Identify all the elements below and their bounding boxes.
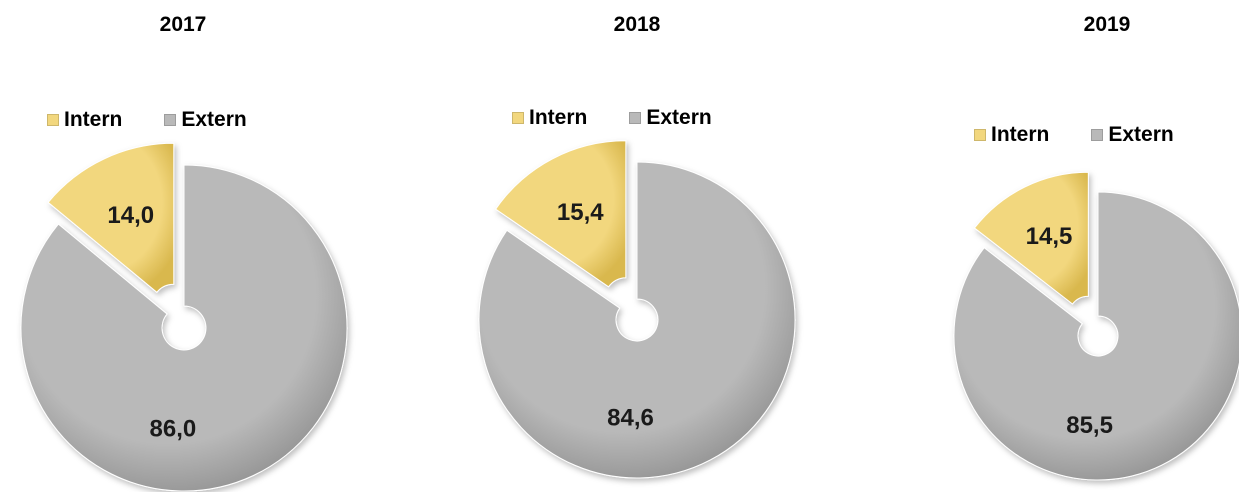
chart-panel-2019: 2019 Intern Extern 14,5 85,5	[826, 0, 1239, 492]
data-label-extern: 84,6	[607, 405, 654, 432]
legend-swatch-extern	[1091, 129, 1104, 141]
pie-slice-extern	[20, 164, 348, 492]
legend-swatch-intern	[47, 114, 59, 126]
legend-swatch-intern	[512, 112, 524, 124]
legend-item-intern: Intern	[974, 123, 1049, 147]
legend-item-extern: Extern	[629, 106, 712, 130]
chart-legend: Intern Extern	[512, 106, 712, 130]
legend-label-extern: Extern	[646, 106, 712, 129]
chart-panel-2017: 2017 Intern Extern 14,0 86,0	[0, 0, 413, 492]
data-label-intern: 14,5	[1026, 223, 1073, 250]
legend-label-intern: Intern	[64, 108, 123, 131]
legend-swatch-extern	[164, 114, 177, 126]
data-label-intern: 14,0	[107, 202, 154, 229]
pie-slice-intern	[495, 140, 627, 288]
pie-slice-extern	[478, 161, 796, 479]
legend-label-extern: Extern	[181, 108, 247, 131]
legend-swatch-intern	[974, 129, 986, 141]
pie-chart-2019: 14,5 85,5	[953, 171, 1239, 481]
pie-chart-2018: 15,4 84,6	[478, 140, 796, 479]
legend-item-extern: Extern	[164, 108, 247, 132]
chart-legend: Intern Extern	[974, 123, 1174, 147]
legend-label-intern: Intern	[529, 106, 588, 129]
legend-item-intern: Intern	[512, 106, 587, 130]
legend-label-extern: Extern	[1108, 123, 1174, 146]
chart-title: 2018	[613, 13, 661, 36]
legend-item-extern: Extern	[1091, 123, 1174, 147]
chart-panel-2018: 2018 Intern Extern 15,4 84,6	[413, 0, 826, 492]
legend-swatch-extern	[629, 112, 642, 124]
chart-legend: Intern Extern	[47, 108, 247, 132]
pie-slice-intern	[47, 142, 175, 293]
pie-slice-intern	[973, 171, 1089, 305]
chart-title: 2017	[159, 13, 207, 36]
pie-slice-extern	[953, 191, 1239, 481]
legend-label-intern: Intern	[991, 123, 1050, 146]
data-label-extern: 86,0	[150, 415, 197, 442]
chart-title: 2019	[1083, 13, 1131, 36]
legend-item-intern: Intern	[47, 108, 122, 132]
data-label-extern: 85,5	[1066, 412, 1113, 439]
pie-chart-2017: 14,0 86,0	[20, 142, 348, 492]
data-label-intern: 15,4	[557, 199, 604, 226]
